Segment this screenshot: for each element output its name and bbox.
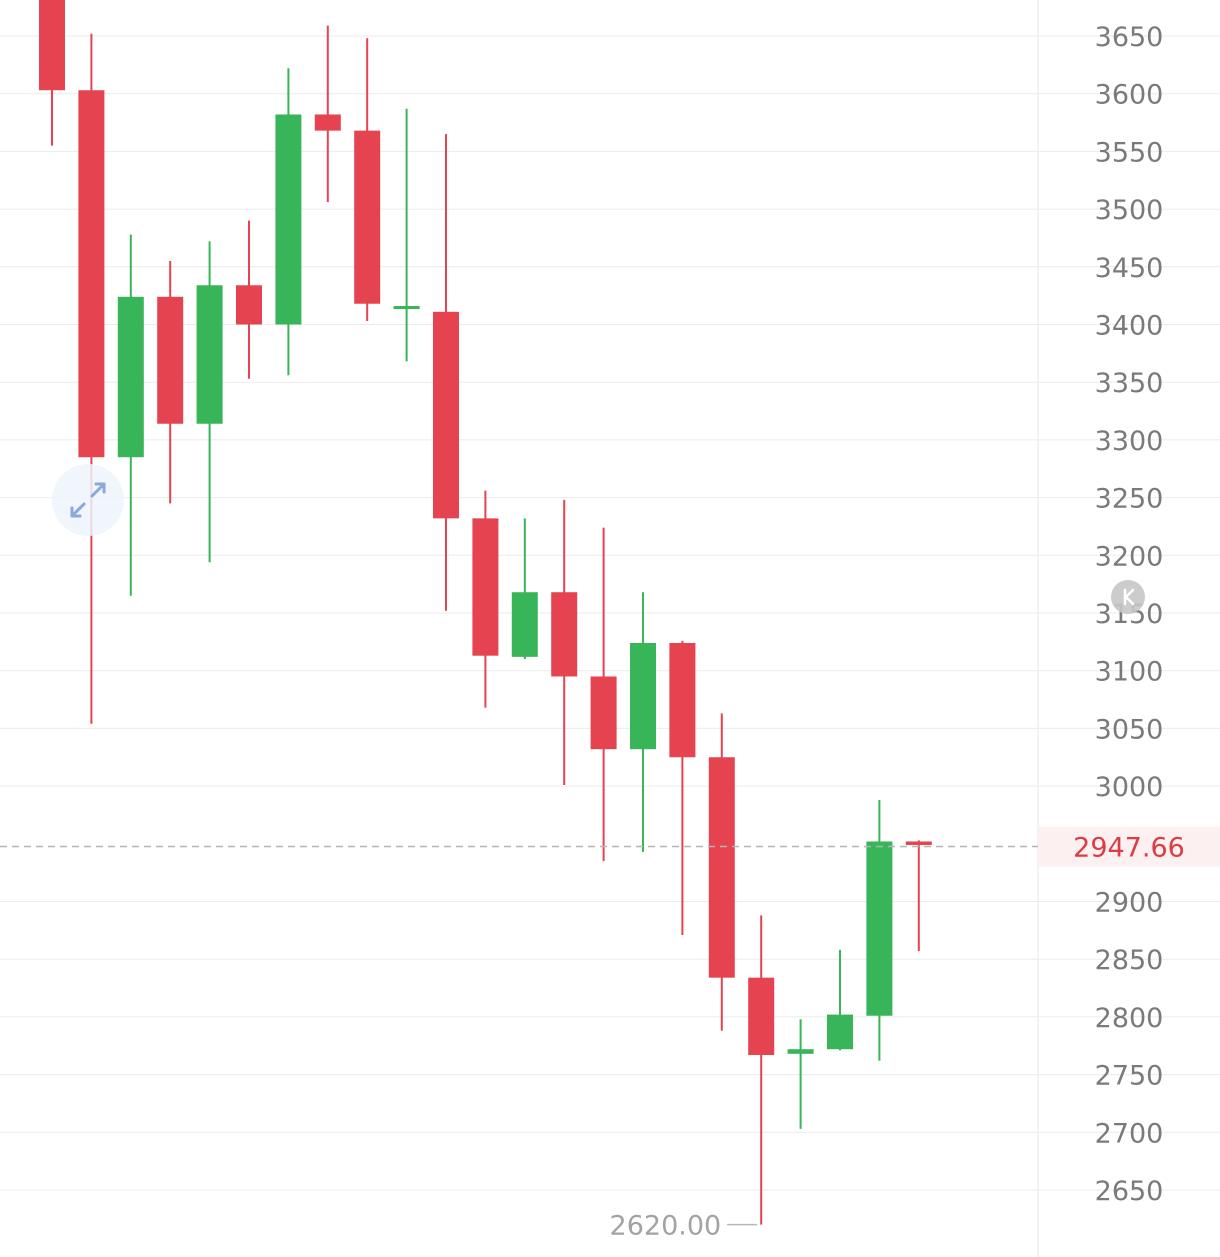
candle: [708, 713, 735, 1031]
candle: [275, 68, 302, 376]
candle-body: [433, 311, 459, 519]
y-tick-label: 2750: [1095, 1061, 1164, 1092]
low-marker-layer: 2620.00: [610, 1211, 758, 1242]
grid-layer: [0, 35, 1220, 1191]
candle-body: [393, 306, 420, 310]
candle-body: [669, 643, 696, 758]
candle: [433, 134, 459, 611]
candle-body: [314, 114, 341, 131]
last-price-label: 2947.66: [1073, 833, 1185, 864]
y-tick-label: 3500: [1095, 195, 1164, 226]
candle: [393, 108, 420, 362]
candle-body: [39, 0, 65, 91]
candle: [157, 261, 184, 504]
collapse-arrow-icon[interactable]: [1111, 580, 1145, 614]
candle-body: [275, 114, 302, 325]
y-axis: 3650 3600 3550 3500 3450 3400 3350 3300 3250 3200…: [1095, 22, 1164, 1207]
candle: [905, 840, 932, 952]
candle-body: [905, 841, 932, 845]
candle: [669, 640, 696, 935]
candle-body: [551, 592, 578, 677]
candle-body: [472, 518, 499, 656]
y-tick-label: 3600: [1095, 80, 1164, 111]
candle: [354, 38, 381, 322]
y-tick-label: 2900: [1095, 888, 1164, 919]
candle: [866, 799, 893, 1061]
candle: [314, 25, 341, 203]
low-marker-label: 2620.00: [610, 1211, 722, 1242]
y-tick-label: 3650: [1095, 22, 1164, 53]
candle: [827, 949, 853, 1051]
candle: [590, 527, 617, 862]
last-price-line-layer: 2947.66: [0, 826, 1220, 867]
y-tick-label: 3350: [1095, 368, 1164, 399]
candle: [630, 592, 656, 852]
y-tick-label: 3100: [1095, 657, 1164, 688]
candle-body: [708, 757, 735, 978]
y-tick-label: 3000: [1095, 772, 1164, 803]
y-tick-label: 2650: [1095, 1176, 1164, 1207]
candle-body: [117, 296, 144, 458]
candles-layer: [39, 0, 932, 1225]
candle: [511, 518, 538, 660]
candle: [787, 1019, 814, 1129]
y-tick-label: 2800: [1095, 1003, 1164, 1034]
candle-body: [590, 676, 617, 750]
candle-body: [748, 977, 775, 1055]
candle-body: [157, 296, 184, 424]
y-tick-label: 3200: [1095, 541, 1164, 572]
candle-body: [866, 841, 893, 1016]
candle-body: [236, 285, 262, 325]
candle: [472, 490, 499, 708]
candle-body: [196, 285, 223, 424]
last-price-badge: [1038, 826, 1220, 867]
y-tick-label: 2700: [1095, 1118, 1164, 1149]
expand-arrows-icon[interactable]: [52, 464, 124, 536]
y-tick-label: 3450: [1095, 253, 1164, 284]
candle-body: [354, 130, 381, 304]
candle: [551, 499, 578, 785]
candle-body: [78, 90, 105, 458]
candle: [748, 915, 775, 1225]
candle: [39, 0, 65, 146]
candle: [236, 220, 262, 379]
candle: [117, 234, 144, 596]
candle: [78, 33, 105, 724]
y-tick-label: 3550: [1095, 137, 1164, 168]
y-tick-label: 2850: [1095, 945, 1164, 976]
y-tick-label: 3400: [1095, 311, 1164, 342]
y-tick-label: 3050: [1095, 714, 1164, 745]
y-tick-label: 3300: [1095, 426, 1164, 457]
candle-body: [630, 643, 656, 750]
candle-body: [511, 592, 538, 657]
candle-body: [827, 1014, 853, 1050]
candle: [196, 241, 223, 563]
y-tick-label: 3250: [1095, 484, 1164, 515]
candle-body: [787, 1049, 814, 1054]
